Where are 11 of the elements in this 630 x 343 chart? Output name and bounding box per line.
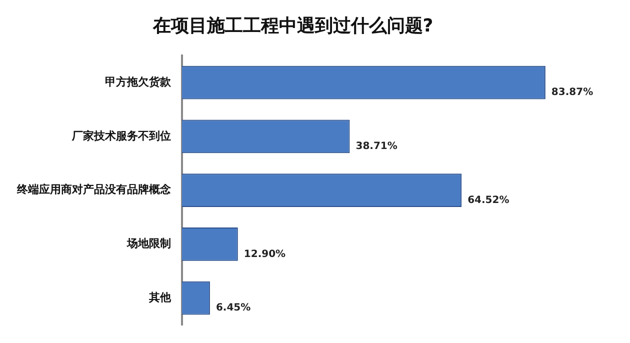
data-label: 6.45% — [216, 302, 251, 314]
chart-title: 在项目施工工程中遇到过什么问题? — [152, 15, 434, 36]
data-label: 12.90% — [244, 248, 286, 260]
y-tick-label: 其他 — [148, 290, 172, 304]
data-label: 83.87% — [551, 87, 594, 98]
data-label: 64.52% — [468, 194, 510, 206]
y-tick-label: 终端应用商对产品没有品牌概念 — [16, 183, 172, 196]
y-tick-label: 甲方拖欠货款 — [105, 75, 172, 88]
y-tick-label: 场地限制 — [126, 237, 171, 250]
data-label: 38.71% — [356, 141, 398, 152]
y-tick-label: 厂家技术服务不到位 — [71, 129, 171, 142]
